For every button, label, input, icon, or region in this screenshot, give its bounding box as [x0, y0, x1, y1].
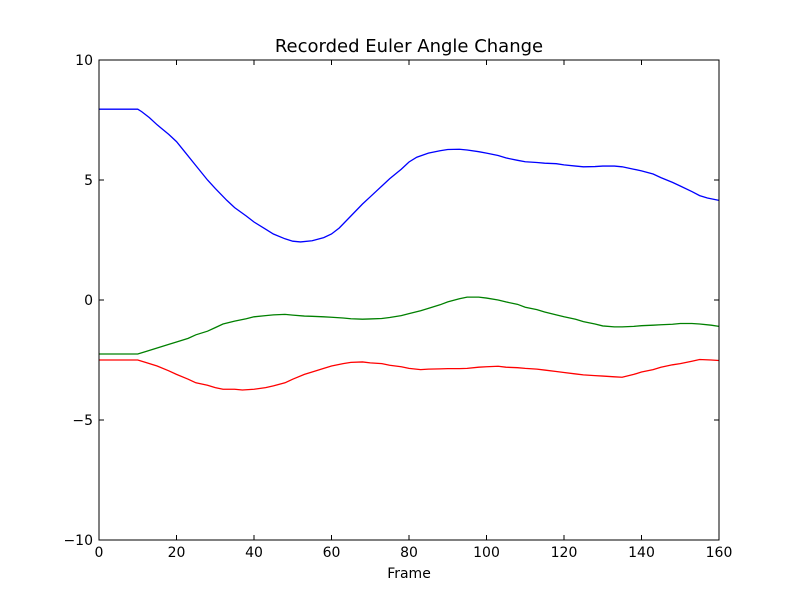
- series-line-3: [99, 358, 720, 391]
- y-tick-label-10: 10: [75, 53, 93, 69]
- x-tick-label-140: 140: [628, 545, 655, 561]
- x-tick-label-20: 20: [168, 545, 186, 561]
- series-line-2: [99, 296, 720, 355]
- x-tick-label-40: 40: [245, 545, 263, 561]
- x-tick-label-120: 120: [551, 545, 578, 561]
- y-tick-label-0: 0: [84, 293, 93, 309]
- x-tick-label-0: 0: [95, 545, 104, 561]
- chart-title: Recorded Euler Angle Change: [275, 36, 543, 57]
- y-tick-label-5: 5: [84, 173, 93, 189]
- x-tick-label-80: 80: [400, 545, 418, 561]
- y-tick-label--5: −5: [72, 413, 93, 429]
- series-layer: [99, 108, 720, 391]
- series-line-1: [99, 108, 720, 243]
- ticks-layer: 0 20 40 60 80 100 120 140 160 −10 −5 0 5 10: [63, 53, 732, 561]
- x-tick-label-60: 60: [323, 545, 341, 561]
- y-tick-label--10: −10: [63, 533, 93, 549]
- x-tick-label-100: 100: [473, 545, 500, 561]
- x-tick-label-160: 160: [706, 545, 733, 561]
- plot-frame: [98, 59, 720, 541]
- x-axis-label: Frame: [387, 566, 431, 582]
